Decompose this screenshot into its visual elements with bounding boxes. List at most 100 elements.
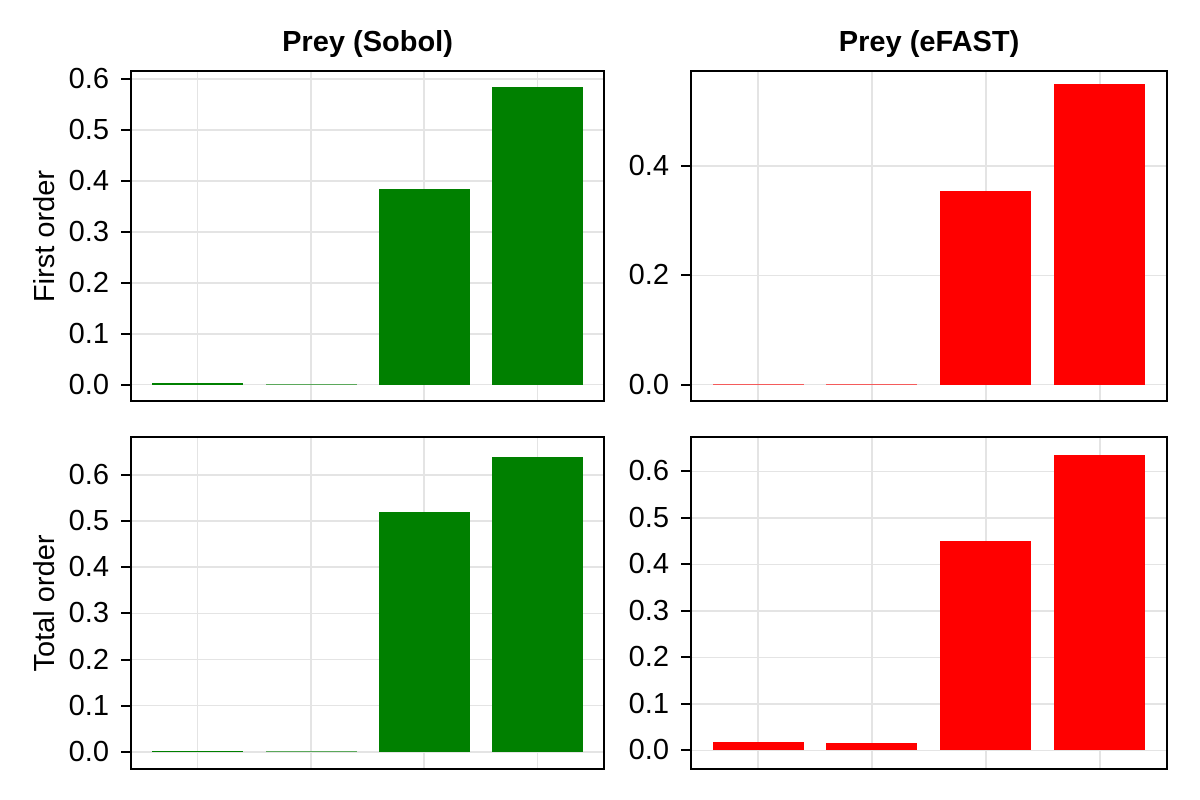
- bar-4: [492, 457, 583, 752]
- h-gridline: [692, 656, 1166, 659]
- y-tick-label: 0.6: [68, 458, 109, 491]
- y-tick: [121, 332, 132, 335]
- bar-2: [826, 743, 917, 750]
- v-gridline: [871, 438, 873, 768]
- y-tick: [681, 749, 692, 752]
- y-tick: [121, 78, 132, 81]
- y-tick: [681, 563, 692, 566]
- v-gridline: [757, 438, 759, 768]
- y-tick: [681, 274, 692, 277]
- bar-1: [152, 751, 243, 752]
- bar-2: [266, 384, 357, 385]
- bar-3: [940, 541, 1031, 750]
- h-gridline: [132, 751, 603, 753]
- y-tick-label: 0.1: [68, 689, 109, 722]
- h-gridline: [692, 165, 1166, 167]
- y-tick: [121, 179, 132, 182]
- v-gridline: [757, 72, 759, 400]
- y-tick-label: 0.0: [68, 368, 109, 401]
- h-gridline: [132, 612, 603, 615]
- h-gridline: [132, 231, 603, 233]
- y-tick: [681, 165, 692, 168]
- h-gridline: [132, 520, 603, 522]
- h-gridline: [132, 180, 603, 182]
- h-gridline: [692, 470, 1166, 473]
- h-gridline: [132, 78, 603, 80]
- h-gridline: [132, 383, 603, 386]
- y-tick-label: 0.4: [68, 551, 109, 584]
- h-gridline: [692, 563, 1166, 566]
- y-tick: [681, 656, 692, 659]
- y-tick-label: 0.5: [628, 501, 669, 534]
- chart-title: Prey (Sobol): [282, 26, 453, 58]
- bar-2: [266, 751, 357, 752]
- h-gridline: [692, 383, 1166, 386]
- h-gridline: [132, 282, 603, 284]
- y-tick: [121, 704, 132, 707]
- y-tick-label: 0.1: [68, 317, 109, 350]
- v-gridline: [310, 72, 312, 400]
- bar-3: [379, 512, 470, 752]
- bar-2: [826, 384, 917, 385]
- bar-3: [940, 191, 1031, 385]
- v-gridline: [196, 438, 199, 768]
- h-gridline: [692, 517, 1166, 519]
- y-tick: [121, 230, 132, 233]
- y-tick: [681, 383, 692, 386]
- y-tick-label: 0.0: [68, 735, 109, 768]
- bar-1: [713, 742, 804, 750]
- y-tick: [121, 612, 132, 615]
- h-gridline: [132, 333, 603, 335]
- y-axis-label: Total order: [29, 534, 61, 672]
- bar-1: [713, 384, 804, 385]
- y-tick-label: 0.4: [628, 150, 669, 183]
- y-tick: [121, 129, 132, 132]
- y-tick-label: 0.2: [68, 266, 109, 299]
- h-gridline: [692, 749, 1166, 752]
- bar-4: [492, 87, 583, 385]
- v-gridline: [310, 438, 312, 768]
- y-tick: [121, 383, 132, 386]
- y-tick-label: 0.6: [628, 455, 669, 488]
- y-tick: [681, 702, 692, 705]
- chart-title: Prey (eFAST): [838, 26, 1020, 58]
- y-tick: [681, 516, 692, 519]
- bar-1: [152, 383, 243, 385]
- y-tick-label: 0.2: [628, 641, 669, 674]
- y-tick: [121, 473, 132, 476]
- h-gridline: [132, 129, 603, 131]
- bar-4: [1054, 84, 1145, 385]
- y-tick: [121, 750, 132, 753]
- y-tick: [121, 658, 132, 661]
- y-tick-label: 0.3: [68, 597, 109, 630]
- h-gridline: [132, 704, 603, 707]
- h-gridline: [692, 703, 1166, 705]
- y-tick-label: 0.5: [68, 114, 109, 147]
- h-gridline: [692, 274, 1166, 277]
- y-tick-label: 0.4: [68, 164, 109, 197]
- h-gridline: [132, 474, 603, 476]
- y-tick-label: 0.4: [628, 548, 669, 581]
- y-tick-label: 0.3: [628, 594, 669, 627]
- y-axis-label: First order: [29, 169, 61, 303]
- y-tick-label: 0.2: [628, 259, 669, 292]
- y-tick: [121, 281, 132, 284]
- y-tick-label: 0.0: [628, 734, 669, 767]
- y-tick: [121, 520, 132, 523]
- h-gridline: [692, 610, 1166, 612]
- v-gridline: [871, 72, 873, 400]
- y-tick-label: 0.2: [68, 643, 109, 676]
- y-tick-label: 0.6: [68, 63, 109, 96]
- v-gridline: [196, 72, 199, 400]
- y-tick: [121, 566, 132, 569]
- h-gridline: [132, 658, 603, 661]
- y-tick: [681, 609, 692, 612]
- y-tick-label: 0.5: [68, 505, 109, 538]
- bar-3: [379, 189, 470, 385]
- y-tick-label: 0.1: [628, 687, 669, 720]
- h-gridline: [132, 566, 603, 568]
- bar-4: [1054, 455, 1145, 750]
- y-tick: [681, 470, 692, 473]
- y-tick-label: 0.3: [68, 215, 109, 248]
